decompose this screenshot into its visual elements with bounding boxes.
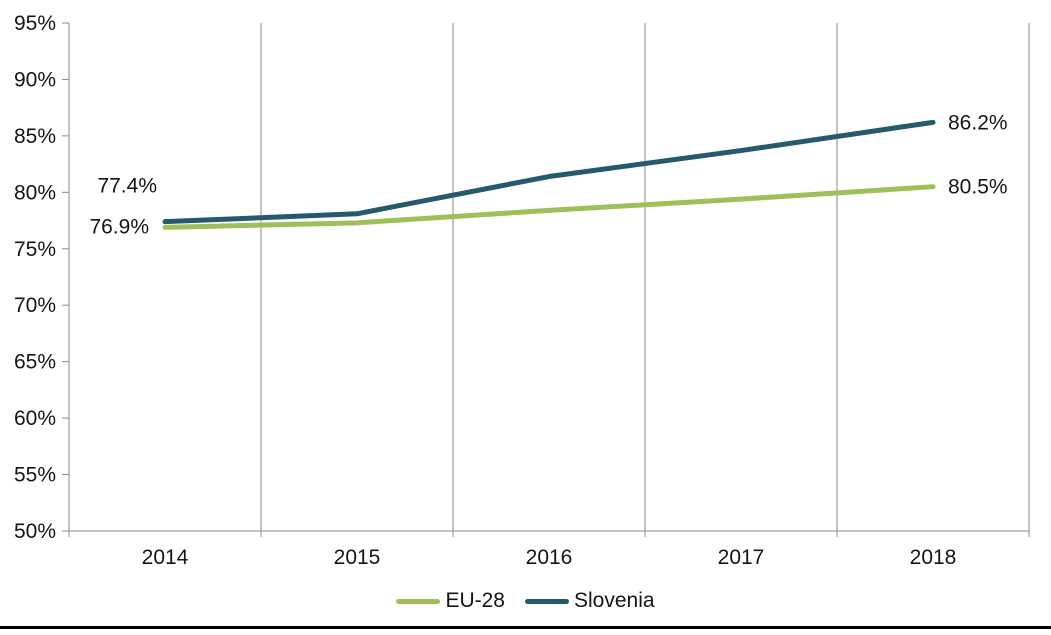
x-tick-label: 2016 xyxy=(526,546,573,569)
y-tick-label: 70% xyxy=(14,294,56,317)
y-tick-label: 75% xyxy=(14,238,56,261)
y-tick-label: 55% xyxy=(14,464,56,487)
x-tick-label: 2018 xyxy=(910,546,957,569)
series-line-slovenia xyxy=(162,119,936,225)
chart-legend: EU-28 Slovenia xyxy=(0,590,1051,612)
y-tick-label: 85% xyxy=(14,125,56,148)
y-tick-label: 90% xyxy=(14,68,56,91)
x-tick-label: 2015 xyxy=(334,546,381,569)
y-tick-label: 80% xyxy=(14,181,56,204)
data-label-eu-28-last: 80.5% xyxy=(948,176,1008,199)
legend-swatch-eu-28 xyxy=(396,598,441,604)
legend-item-slovenia: Slovenia xyxy=(524,589,655,612)
legend-swatch-slovenia xyxy=(524,598,569,604)
x-tick-label: 2014 xyxy=(142,546,189,569)
data-label-slovenia-first: 77.4% xyxy=(97,175,157,198)
bottom-rule xyxy=(0,626,1051,629)
data-label-slovenia-last: 86.2% xyxy=(948,111,1008,134)
legend-item-eu-28: EU-28 xyxy=(396,590,505,612)
data-label-eu-28-first: 76.9% xyxy=(89,215,149,238)
legend-label-slovenia: Slovenia xyxy=(573,589,655,612)
chart-plot-area: 50% 55% 60% 65% 70% 75% 80% 85% 90% 95% 2014 2015 20… xyxy=(14,12,1030,569)
y-tick-label: 65% xyxy=(14,351,56,374)
x-tick-label: 2017 xyxy=(718,546,765,569)
y-tick-label: 50% xyxy=(14,520,56,543)
series-line-eu-28 xyxy=(162,184,936,230)
y-tick-label: 60% xyxy=(14,407,56,430)
y-tick-label: 95% xyxy=(14,12,56,35)
legend-label-eu-28: EU-28 xyxy=(445,589,505,612)
